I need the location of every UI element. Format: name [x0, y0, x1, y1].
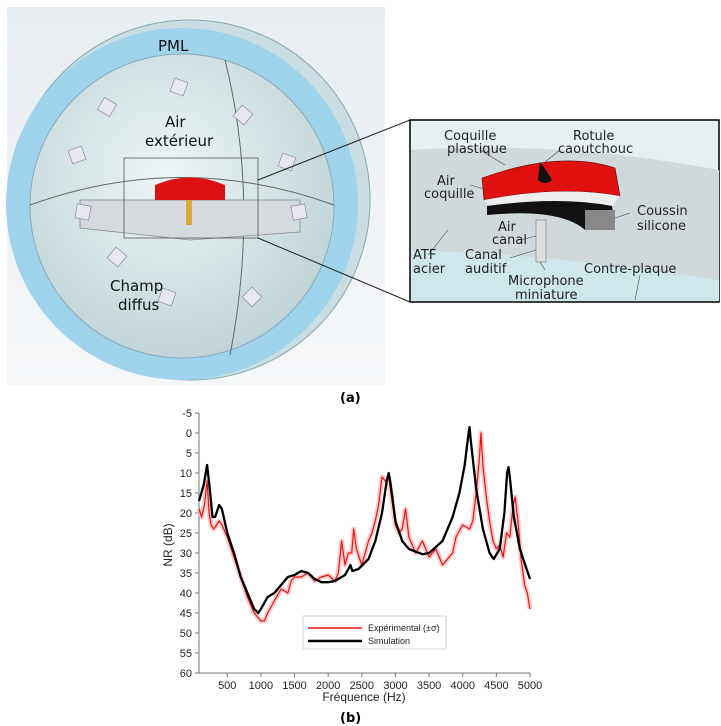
y-tick-label: -5 [182, 408, 192, 420]
rubber-ball [538, 162, 552, 183]
shell-small [155, 177, 225, 200]
label-air-1: Air [165, 113, 186, 131]
ear-canal [535, 219, 547, 263]
label-pml: PML [158, 37, 189, 55]
x-tick-label: 2000 [316, 680, 340, 692]
y-tick-label: 10 [180, 468, 192, 480]
x-tick-label: 3500 [417, 680, 441, 692]
label-coussin-2: silicone [637, 219, 686, 234]
legend-label-experimental: Expérimental (±σ) [368, 623, 440, 633]
series-band-experimental [196, 430, 533, 624]
chart-nr: -5 0 5 10 15 20 25 30 35 40 45 50 55 60 500 1000 1500 20… [161, 408, 542, 704]
y-tick-label: 25 [180, 528, 192, 540]
caption-b: (b) [340, 711, 361, 726]
inset-air [411, 250, 719, 301]
y-axis-label: NR (dB) [161, 523, 175, 566]
silicone-cushion [585, 210, 615, 230]
cushion [487, 201, 614, 230]
label-coquille-1: Coquille [444, 129, 496, 144]
legend-box [302, 615, 447, 650]
x-tick-label: 500 [218, 680, 236, 692]
y-tick-label: 15 [180, 488, 192, 500]
y-tick-label: 45 [180, 608, 192, 620]
y-tick-label: 35 [180, 568, 192, 580]
inset-leader-lines [427, 149, 641, 301]
series-line-experimental [198, 432, 531, 622]
label-coussin-1: Coussin [637, 204, 688, 219]
y-tick-label: 30 [180, 548, 192, 560]
caption-a: (a) [340, 391, 361, 406]
label-micro-1: Microphone [508, 274, 584, 289]
connector-bottom [257, 237, 411, 303]
x-tick-label: 4500 [484, 680, 508, 692]
label-atf-2: acier [413, 262, 446, 277]
x-tick-label: 4000 [450, 680, 474, 692]
y-tick-label: 60 [180, 668, 192, 680]
label-atf-1: ATF [413, 248, 436, 263]
label-micro-2: miniature [515, 288, 578, 303]
x-axis-label: Fréquence (Hz) [322, 690, 405, 704]
label-rotule-1: Rotule [573, 129, 614, 144]
label-air-canal-2: canal [492, 233, 527, 248]
series-line-simulation [197, 425, 532, 615]
x-tick-label: 1000 [249, 680, 273, 692]
x-tick-label: 3000 [383, 680, 407, 692]
y-tick-label: 0 [186, 428, 192, 440]
y-tick-label: 5 [186, 448, 192, 460]
label-rotule-2: caoutchouc [558, 142, 633, 157]
y-tick-label: 20 [180, 508, 192, 520]
label-canal-1: Canal [465, 248, 502, 263]
label-champ-2: diffus [118, 296, 160, 314]
x-ticks: 500 1000 1500 2000 2500 3000 3500 4000 4500 5000 [218, 673, 542, 692]
label-air-coquille-2: coquille [424, 187, 474, 202]
equator-line [29, 177, 335, 206]
inset-detail: Coquille plastique Rotule caoutchouc Air… [409, 119, 720, 303]
label-champ-1: Champ [110, 277, 163, 295]
y-ticks: -5 0 5 10 15 20 25 30 35 40 45 50 55 60 [180, 408, 199, 680]
label-air-canal-1: Air [498, 220, 517, 235]
label-air-coquille-1: Air [437, 174, 456, 189]
x-tick-label: 1500 [282, 680, 306, 692]
label-contre-plaque: Contre-plaque [584, 262, 676, 277]
air-shell [484, 191, 620, 206]
label-canal-2: auditif [465, 262, 507, 277]
label-coquille-2: plastique [447, 142, 507, 157]
x-tick-label: 5000 [518, 680, 542, 692]
connector-top [257, 119, 411, 181]
legend: Expérimental (±σ) Simulation [302, 615, 447, 650]
y-tick-label: 50 [180, 628, 192, 640]
series-group [196, 425, 533, 624]
y-tick-label: 40 [180, 588, 192, 600]
panel-a-render: PML Air extérieur Champ diffus [6, 7, 411, 385]
y-tick-label: 55 [180, 648, 192, 660]
legend-label-simulation: Simulation [368, 636, 410, 646]
mic-small [186, 200, 192, 225]
label-air-2: extérieur [145, 132, 214, 150]
zoom-box [123, 157, 259, 239]
x-tick-label: 2500 [350, 680, 374, 692]
